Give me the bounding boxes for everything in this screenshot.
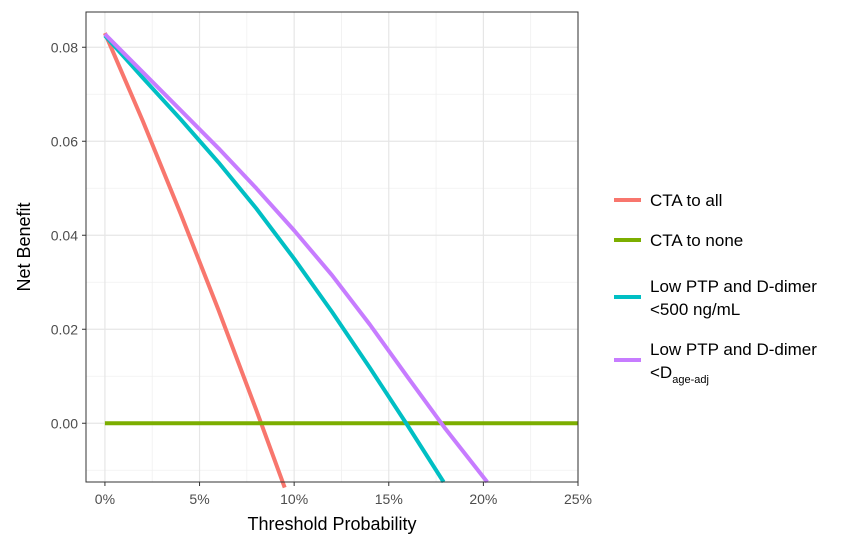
legend-label-4-line-2: <Dage-adj [650, 363, 709, 386]
grid [86, 12, 579, 482]
legend-label-3-line-1: Low PTP and D-dimer [650, 277, 817, 296]
y-tick-label: 0.06 [51, 133, 78, 149]
series-lines [103, 32, 578, 489]
y-tick-label: 0.08 [51, 39, 78, 55]
legend-label-1-line-1: CTA to all [650, 191, 722, 210]
panel-border [85, 11, 579, 483]
x-tick-label: 20% [469, 491, 497, 507]
x-tick-label: 10% [280, 491, 308, 507]
series-line-4 [103, 32, 489, 484]
y-tick-label: 0.02 [51, 321, 78, 337]
series-line-3 [103, 34, 446, 484]
x-tick-label: 0% [95, 491, 115, 507]
x-tick-label: 5% [189, 491, 209, 507]
x-axis-title: Threshold Probability [247, 514, 416, 534]
y-tick-label: 0.00 [51, 415, 78, 431]
y-axis-title: Net Benefit [14, 202, 34, 291]
legend-label-3-line-2: <500 ng/mL [650, 300, 740, 319]
legend-label-2-line-1: CTA to none [650, 231, 743, 250]
legend-subscript: age-adj [672, 374, 709, 386]
x-tick-label: 25% [564, 491, 592, 507]
y-tick-label: 0.04 [51, 227, 78, 243]
series-line-1 [103, 32, 287, 489]
axis-ticks: 0% 5% 10% 15% 20% 25% 0.00 0.02 0.04 0.06 0.08 [51, 39, 592, 507]
legend-label-4-line-1: Low PTP and D-dimer [650, 340, 817, 359]
legend: CTA to all CTA to none Low PTP and D-dimer… [614, 191, 817, 386]
x-tick-label: 15% [375, 491, 403, 507]
